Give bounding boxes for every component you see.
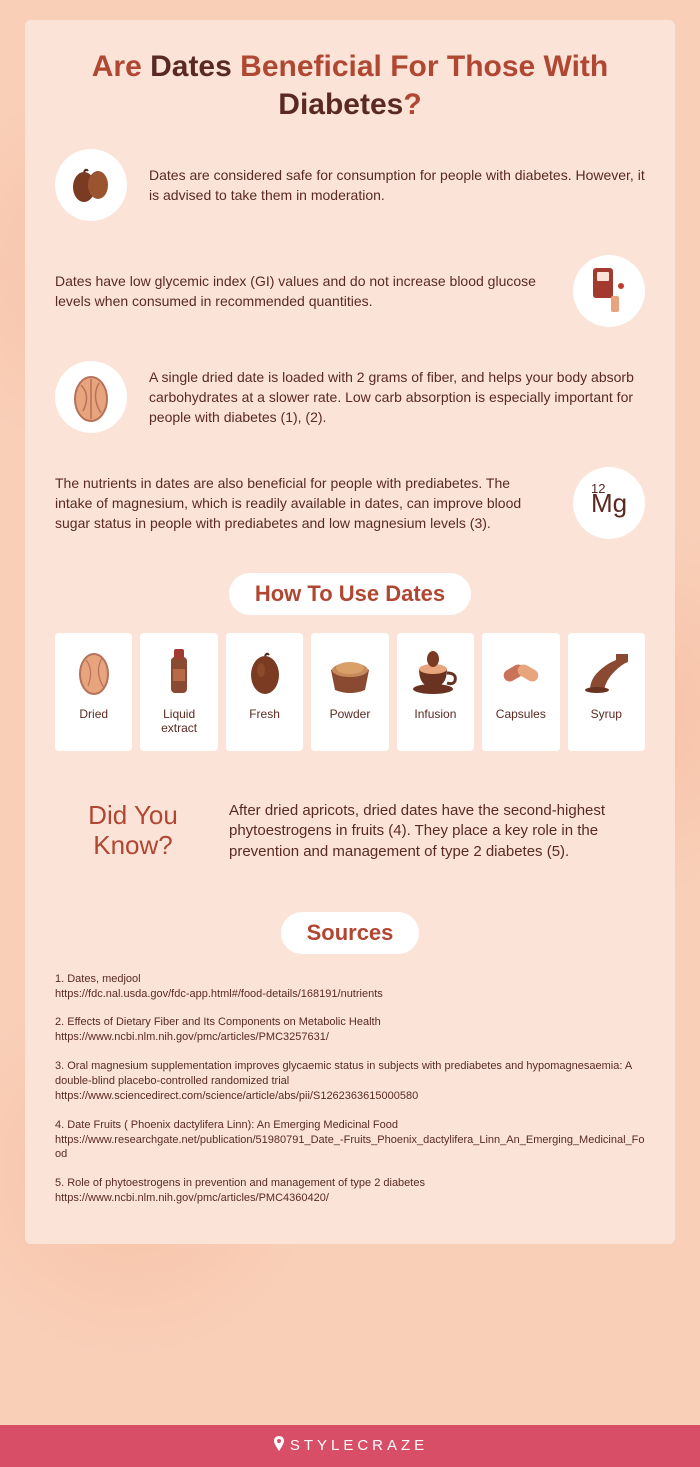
fact-row: Dates have low glycemic index (GI) value… — [55, 255, 645, 327]
title-dark: Dates — [150, 50, 232, 83]
title-part: Are — [92, 50, 150, 83]
syrup-icon — [582, 643, 630, 701]
source-item: 5. Role of phytoestrogens in prevention … — [55, 1176, 645, 1206]
capsules-icon — [497, 643, 545, 701]
footer-brand: STYLECRAZE — [290, 1437, 428, 1454]
dates-icon — [55, 149, 127, 221]
liquid-extract-icon — [155, 643, 203, 701]
source-item: 4. Date Fruits ( Phoenix dactylifera Lin… — [55, 1118, 645, 1163]
use-label: Powder — [330, 707, 371, 721]
use-card-infusion: Infusion — [397, 633, 474, 751]
source-item: 2. Effects of Dietary Fiber and Its Comp… — [55, 1015, 645, 1045]
mg-atomic-number: 12 — [591, 481, 605, 496]
how-to-use-heading: How To Use Dates — [229, 573, 471, 615]
sources-list: 1. Dates, medjool https://fdc.nal.usda.g… — [55, 972, 645, 1206]
fact-row: Dates are considered safe for consumptio… — [55, 149, 645, 221]
did-you-know-label: Did You Know? — [63, 801, 203, 861]
infographic-page: Are Dates Beneficial For Those With Diab… — [0, 0, 700, 1425]
source-url: https://www.sciencedirect.com/science/ar… — [55, 1089, 645, 1104]
title-dark: Diabetes — [278, 88, 403, 121]
fact-text: Dates have low glycemic index (GI) value… — [55, 271, 551, 312]
use-label: Syrup — [591, 707, 622, 721]
source-title: 4. Date Fruits ( Phoenix dactylifera Lin… — [55, 1118, 645, 1133]
source-title: 5. Role of phytoestrogens in prevention … — [55, 1176, 645, 1191]
source-url: https://www.researchgate.net/publication… — [55, 1133, 645, 1163]
title-part: Beneficial For Those With — [232, 50, 608, 83]
fact-row: 12 Mg The nutrients in dates are also be… — [55, 467, 645, 539]
source-title: 3. Oral magnesium supplementation improv… — [55, 1059, 645, 1089]
use-label: Fresh — [249, 707, 280, 721]
title-qmark: ? — [403, 88, 421, 121]
fact-text: The nutrients in dates are also benefici… — [55, 473, 551, 534]
did-you-know-text: After dried apricots, dried dates have t… — [229, 801, 637, 862]
use-card-capsules: Capsules — [482, 633, 559, 751]
use-card-fresh: Fresh — [226, 633, 303, 751]
source-url: https://fdc.nal.usda.gov/fdc-app.html#/f… — [55, 987, 645, 1002]
content-panel: Are Dates Beneficial For Those With Diab… — [25, 20, 675, 1244]
source-item: 3. Oral magnesium supplementation improv… — [55, 1059, 645, 1104]
footer-bar: STYLECRAZE — [0, 1425, 700, 1467]
use-cards-row: Dried Liquid extract Fresh Powder — [55, 633, 645, 751]
source-url: https://www.ncbi.nlm.nih.gov/pmc/article… — [55, 1030, 645, 1045]
powder-icon — [326, 643, 374, 701]
use-card-dried: Dried — [55, 633, 132, 751]
fresh-icon — [241, 643, 289, 701]
use-label: Liquid extract — [144, 707, 213, 736]
dried-date-icon — [55, 361, 127, 433]
magnesium-icon: 12 Mg — [573, 467, 645, 539]
page-title: Are Dates Beneficial For Those With Diab… — [55, 48, 645, 123]
source-item: 1. Dates, medjool https://fdc.nal.usda.g… — [55, 972, 645, 1002]
sources-heading: Sources — [281, 912, 420, 954]
use-label: Infusion — [414, 707, 456, 721]
glucometer-icon — [573, 255, 645, 327]
source-url: https://www.ncbi.nlm.nih.gov/pmc/article… — [55, 1191, 645, 1206]
source-title: 2. Effects of Dietary Fiber and Its Comp… — [55, 1015, 645, 1030]
fact-text: Dates are considered safe for consumptio… — [149, 165, 645, 206]
fact-text: A single dried date is loaded with 2 gra… — [149, 367, 645, 428]
dyk-line2: Know? — [93, 830, 173, 860]
did-you-know-section: Did You Know? After dried apricots, drie… — [55, 801, 645, 862]
use-card-liquid-extract: Liquid extract — [140, 633, 217, 751]
dyk-line1: Did You — [88, 800, 178, 830]
use-label: Dried — [79, 707, 108, 721]
dried-icon — [70, 643, 118, 701]
fact-row: A single dried date is loaded with 2 gra… — [55, 361, 645, 433]
use-card-powder: Powder — [311, 633, 388, 751]
use-card-syrup: Syrup — [568, 633, 645, 751]
use-label: Capsules — [496, 707, 546, 721]
infusion-icon — [411, 643, 459, 701]
pin-icon — [272, 1436, 286, 1456]
source-title: 1. Dates, medjool — [55, 972, 645, 987]
